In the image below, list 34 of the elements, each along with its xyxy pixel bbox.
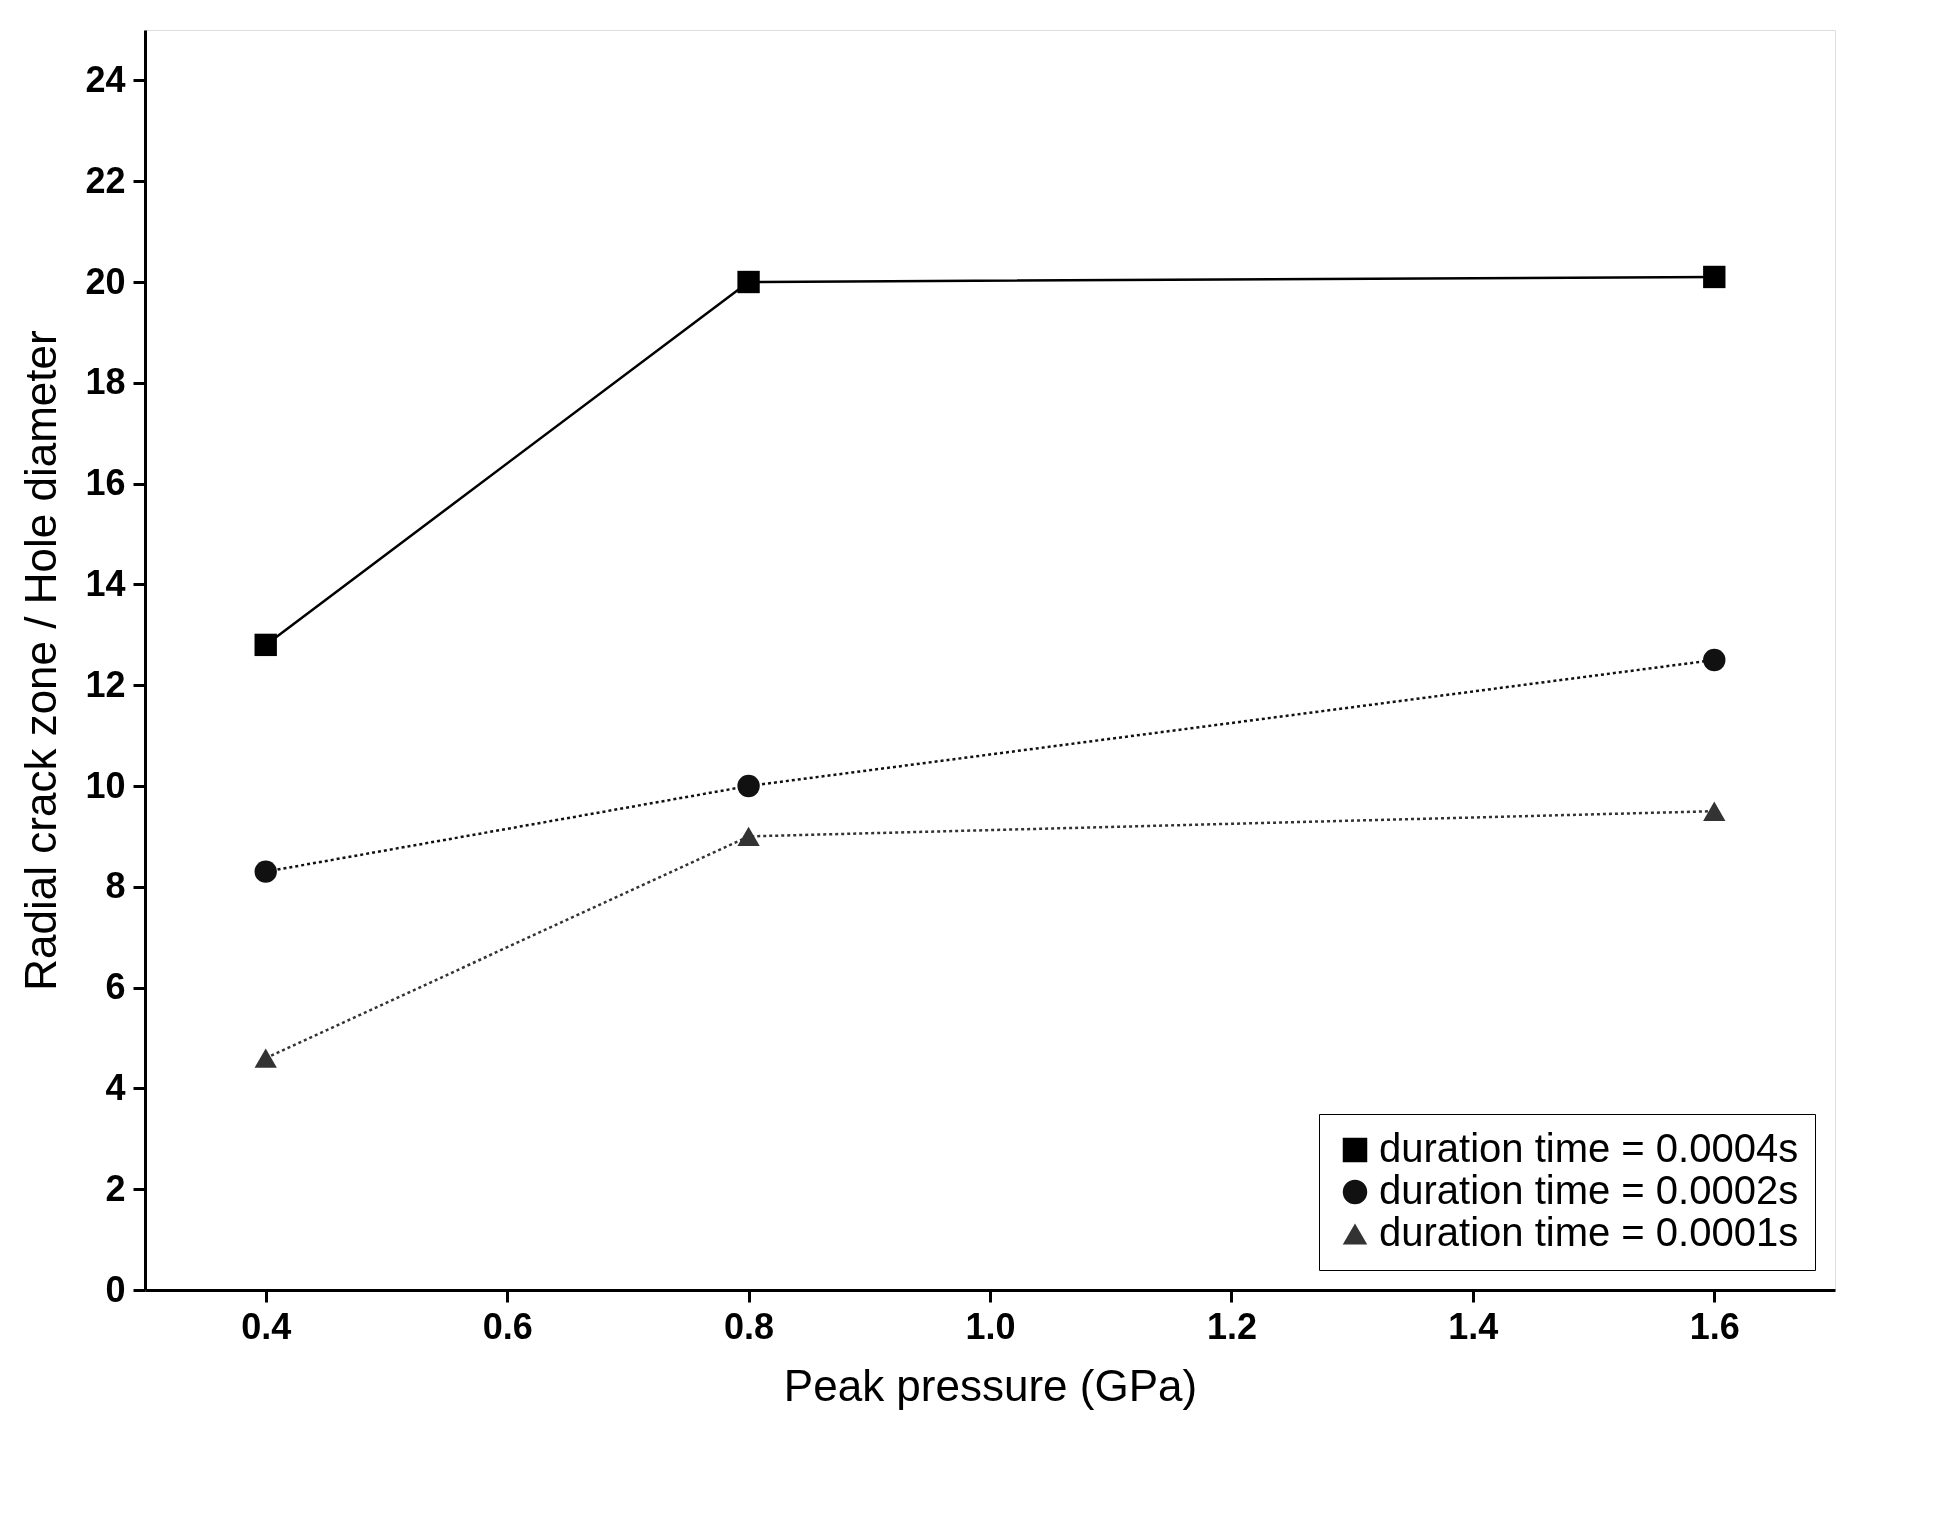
y-tick-label: 8: [105, 865, 126, 907]
point: [1703, 801, 1726, 821]
y-tick-label: 6: [105, 966, 126, 1008]
x-tick-label: 1.2: [1206, 1305, 1257, 1347]
point: [254, 633, 277, 657]
y-tick-label: 4: [105, 1066, 126, 1108]
x-tick-label: 1.0: [965, 1305, 1016, 1347]
point: [254, 1048, 277, 1068]
y-tick-label: 18: [85, 361, 126, 403]
y-tick-label: 12: [85, 663, 126, 705]
y-tick-label: 22: [85, 159, 126, 201]
y-tick-label: 14: [85, 562, 126, 604]
y-axis-title: Radial crack zone / Hole diameter: [16, 330, 66, 991]
point: [254, 860, 277, 883]
x-tick-label: 0.4: [241, 1305, 292, 1347]
x-tick-label: 1.4: [1448, 1305, 1499, 1347]
legend-label: duration time = 0.0001s: [1379, 1210, 1799, 1254]
y-tick-label: 0: [105, 1268, 126, 1310]
point: [737, 826, 760, 847]
point: [737, 774, 760, 798]
x-tick-label: 1.6: [1689, 1305, 1740, 1347]
x-axis-title: Peak pressure (GPa): [783, 1360, 1198, 1410]
legend-label: duration time = 0.0002s: [1379, 1168, 1799, 1212]
y-tick-label: 20: [85, 260, 126, 302]
x-tick-label: 0.6: [482, 1305, 533, 1347]
point: [737, 270, 760, 294]
y-tick-label: 16: [85, 462, 126, 504]
y-tick-label: 24: [85, 58, 126, 100]
x-tick-label: 0.8: [724, 1305, 775, 1347]
y-tick-label: 10: [85, 764, 126, 806]
point: [1703, 265, 1726, 289]
point: [1703, 648, 1726, 672]
legend-label: duration time = 0.0004s: [1379, 1126, 1799, 1170]
y-tick-label: 2: [105, 1167, 126, 1209]
